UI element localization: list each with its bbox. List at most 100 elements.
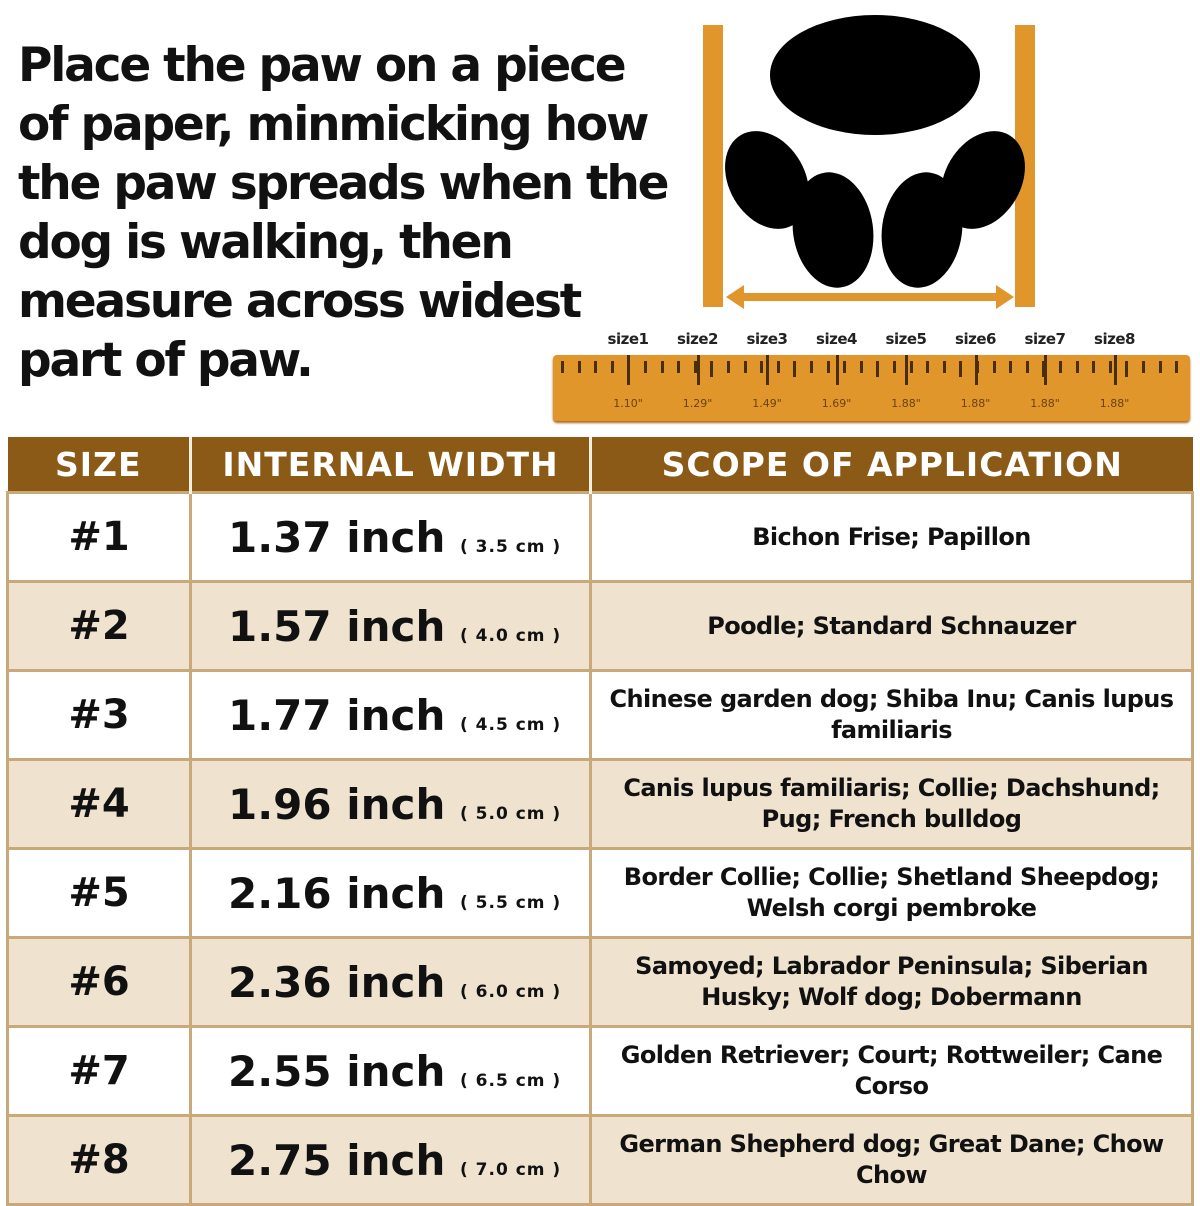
table-row: #7 2.55 inch ( 6.5 cm ) Golden Retriever…	[6, 1025, 1194, 1117]
ruler-value: 1.88"	[1030, 397, 1060, 410]
measuring-ruler: 1.10" 1.29" 1.49" 1.69" 1.88" 1.88" 1.88" 1.88"	[553, 355, 1190, 421]
ruler-tick	[893, 361, 896, 373]
ruler-tick	[793, 361, 797, 377]
width-cell: 2.55 inch ( 6.5 cm )	[189, 1025, 592, 1117]
width-cm: ( 4.0 cm )	[459, 625, 562, 646]
left-guide-bar	[703, 25, 723, 307]
ruler-size-marker	[696, 355, 700, 385]
scope-cell: Border Collie; Collie; Shetland Sheepdog…	[589, 847, 1194, 939]
ruler-tick	[926, 361, 930, 373]
width-cm: ( 3.5 cm )	[459, 536, 562, 557]
ruler-tick	[577, 361, 581, 373]
table-row: #5 2.16 inch ( 5.5 cm ) Border Collie; C…	[6, 847, 1194, 939]
right-guide-bar	[1015, 25, 1035, 307]
ruler-value: 1.88"	[891, 397, 921, 410]
ruler-tick	[1009, 361, 1013, 373]
ruler-tick	[610, 361, 614, 373]
size-cell: #7	[6, 1025, 192, 1117]
header-size: SIZE	[7, 437, 191, 493]
ruler-tick	[644, 361, 647, 373]
ruler-size-marker	[835, 355, 839, 385]
size-cell: #8	[6, 1114, 192, 1206]
ruler-tick	[909, 361, 913, 373]
ruler-size-label: size2	[677, 330, 718, 348]
size-cell: #3	[6, 669, 192, 761]
width-arrow	[726, 285, 1014, 309]
width-cell: 2.75 inch ( 7.0 cm )	[189, 1114, 592, 1206]
ruler-tick	[1158, 361, 1162, 373]
width-cm: ( 5.5 cm )	[459, 892, 562, 913]
width-cell: 1.96 inch ( 5.0 cm )	[189, 758, 592, 850]
ruler-tick	[826, 361, 830, 373]
width-cm: ( 5.0 cm )	[459, 803, 562, 824]
ruler-tick	[743, 361, 747, 373]
ruler-tick	[859, 361, 863, 373]
ruler-tick	[992, 361, 996, 373]
ruler-tick	[810, 361, 813, 373]
ruler-value: 1.88"	[960, 397, 991, 410]
width-cell: 1.37 inch ( 3.5 cm )	[189, 491, 592, 583]
table-row: #3 1.77 inch ( 4.5 cm ) Chinese garden d…	[6, 669, 1194, 761]
ruler-tick	[727, 361, 730, 373]
ruler-size-marker	[627, 355, 630, 385]
ruler-tick	[959, 361, 963, 377]
ruler-size-marker	[974, 355, 978, 385]
ruler-tick	[1025, 361, 1029, 373]
ruler-tick	[942, 361, 946, 373]
scope-cell: Canis lupus familiaris; Collie; Dachshun…	[589, 758, 1194, 850]
ruler-size-marker	[905, 355, 908, 385]
width-inch: 1.57 inch	[228, 601, 446, 651]
ruler-tick	[1125, 361, 1129, 377]
table-row: #4 1.96 inch ( 5.0 cm ) Canis lupus fami…	[6, 758, 1194, 850]
size-chart-table: SIZE INTERNAL WIDTH SCOPE OF APPLICATION…	[6, 437, 1194, 1206]
size-cell: #6	[6, 936, 192, 1028]
ruler-tick	[1092, 361, 1096, 373]
table-row: #2 1.57 inch ( 4.0 cm ) Poodle; Standard…	[6, 580, 1194, 672]
ruler-tick	[976, 361, 979, 373]
ruler-size-marker	[1044, 355, 1047, 385]
instruction-text: Place the paw on a piece of paper, minmi…	[18, 38, 669, 388]
header-scope: SCOPE OF APPLICATION	[589, 437, 1193, 493]
width-cm: ( 6.5 cm )	[459, 1070, 562, 1091]
ruler-size-marker	[766, 355, 769, 385]
width-cell: 2.16 inch ( 5.5 cm )	[189, 847, 592, 939]
ruler-tick	[1075, 361, 1079, 373]
width-cm: ( 7.0 cm )	[459, 1159, 562, 1180]
width-cell: 1.77 inch ( 4.5 cm )	[189, 669, 592, 761]
ruler-size-label: size6	[955, 330, 996, 348]
ruler-tick	[843, 361, 847, 373]
ruler-tick	[1142, 361, 1145, 373]
ruler-tick	[594, 361, 598, 373]
table-row: #8 2.75 inch ( 7.0 cm ) German Shepherd …	[6, 1114, 1194, 1206]
paw-icon	[725, 15, 1025, 288]
ruler-size-label: size3	[746, 330, 788, 348]
ruler-tick	[1108, 361, 1112, 373]
ruler-tick	[660, 361, 664, 373]
ruler-tick	[561, 361, 564, 373]
width-inch: 1.77 inch	[228, 690, 446, 740]
ruler-size-label: size7	[1024, 330, 1066, 348]
scope-cell: Golden Retriever; Court; Rottweiler; Can…	[589, 1025, 1194, 1117]
ruler-value: 1.49"	[752, 397, 782, 410]
ruler-tick	[876, 361, 880, 377]
size-cell: #1	[6, 491, 192, 583]
table-row: #6 2.36 inch ( 6.0 cm ) Samoyed; Labrado…	[6, 936, 1194, 1028]
width-cm: ( 6.0 cm )	[459, 981, 562, 1002]
width-inch: 2.36 inch	[228, 957, 446, 1007]
ruler-size-label: size5	[885, 330, 927, 348]
scope-cell: Samoyed; Labrador Peninsula; Siberian Hu…	[589, 936, 1194, 1028]
size-cell: #2	[6, 580, 192, 672]
width-cm: ( 4.5 cm )	[459, 714, 562, 735]
ruler-tick	[677, 361, 681, 373]
width-cell: 1.57 inch ( 4.0 cm )	[189, 580, 592, 672]
ruler-size-marker	[1113, 355, 1117, 385]
ruler-value: 1.10"	[613, 397, 643, 410]
ruler-tick	[776, 361, 780, 373]
size-cell: #4	[6, 758, 192, 850]
ruler-size-label: size4	[816, 330, 857, 348]
header-internal-width: INTERNAL WIDTH	[189, 437, 591, 493]
width-inch: 2.55 inch	[228, 1046, 446, 1096]
size-cell: #5	[6, 847, 192, 939]
scope-cell: Chinese garden dog; Shiba Inu; Canis lup…	[589, 669, 1194, 761]
ruler-value: 1.29"	[682, 397, 713, 410]
